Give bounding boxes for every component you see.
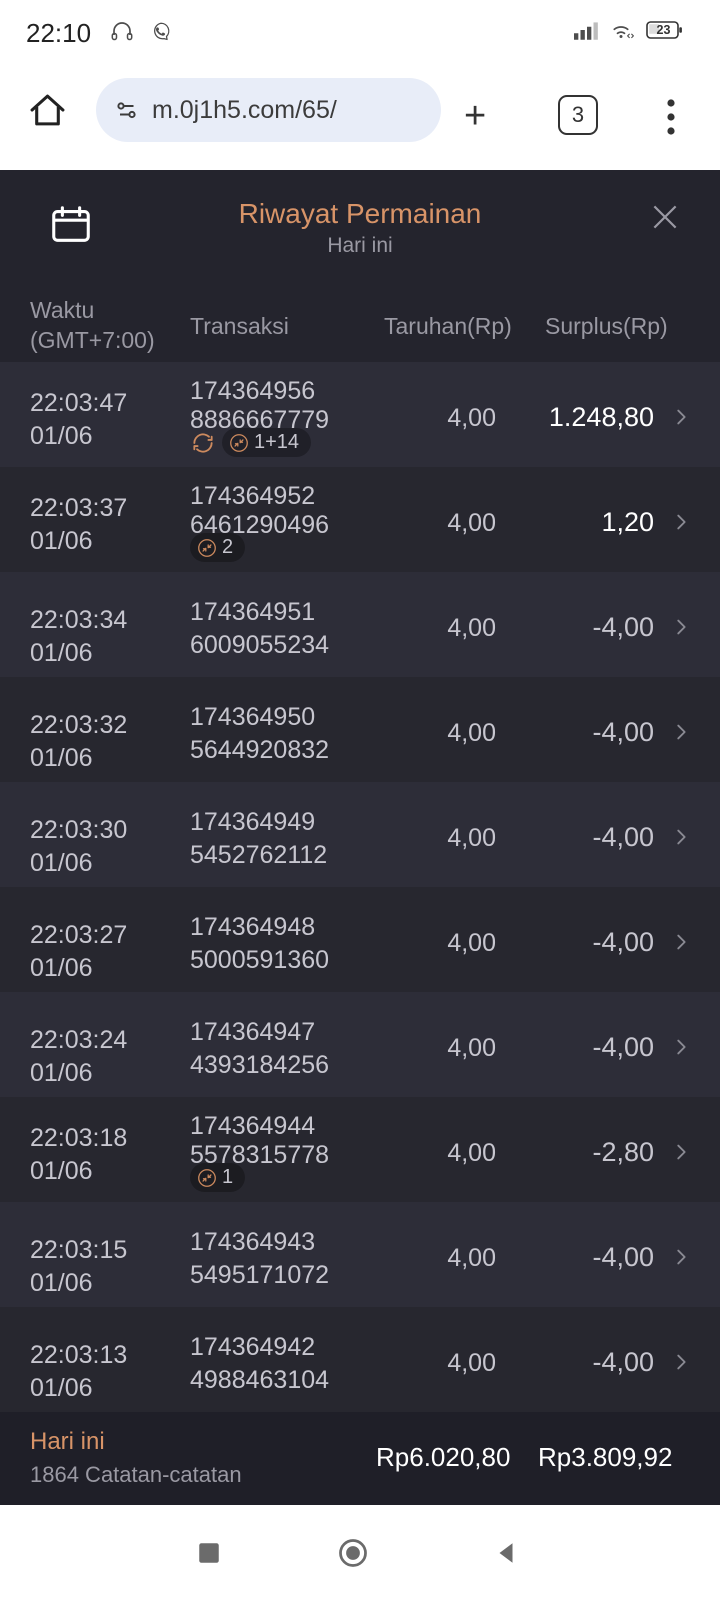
svg-text:23: 23: [657, 23, 671, 37]
